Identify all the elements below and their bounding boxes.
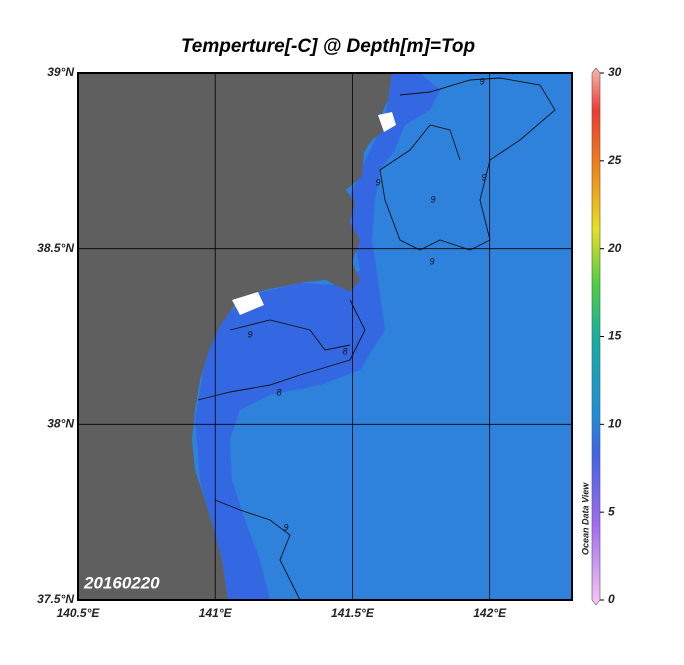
coastal-water: [195, 73, 440, 600]
colorbar: [591, 67, 601, 606]
colorbar-tick-label: 25: [607, 153, 622, 167]
contour-label: 9: [430, 194, 435, 204]
x-tick-label: 141°E: [199, 606, 233, 620]
contours: [197, 77, 556, 600]
land: [78, 73, 392, 600]
colorbar-tick-label: 20: [607, 241, 622, 255]
y-tick-label: 38°N: [47, 417, 74, 431]
x-tick-label: 141.5°E: [331, 606, 375, 620]
date-label: 20160220: [83, 573, 160, 592]
contour-label: 9: [375, 177, 380, 187]
x-tick-label: 142°E: [473, 606, 507, 620]
contour-label: 8: [342, 346, 347, 356]
colorbar-tick-label: 5: [608, 504, 615, 518]
contour-label: 9: [481, 172, 486, 182]
title: Temperture[-C] @ Depth[m]=Top: [181, 36, 475, 57]
contour-label: 9: [479, 76, 484, 86]
colorbar-tick-label: 30: [608, 65, 622, 79]
colorbar-tick-label: 10: [608, 417, 622, 431]
contour-label: 9: [247, 329, 252, 339]
colorbar-tick-label: 0: [608, 592, 615, 606]
y-tick-label: 39°N: [47, 65, 74, 79]
x-tick-label: 140.5°E: [57, 606, 101, 620]
contour-label: 9: [283, 522, 288, 532]
y-tick-label: 37.5°N: [37, 592, 74, 606]
contour-label: 8: [276, 387, 281, 397]
map-area: 9 9 9 9 9 8 8 9 9: [78, 73, 572, 600]
brand: Ocean Data View: [580, 482, 590, 555]
colorbar-tick-label: 15: [608, 329, 622, 343]
contour-label: 9: [429, 256, 434, 266]
y-tick-label: 38.5°N: [37, 241, 74, 255]
